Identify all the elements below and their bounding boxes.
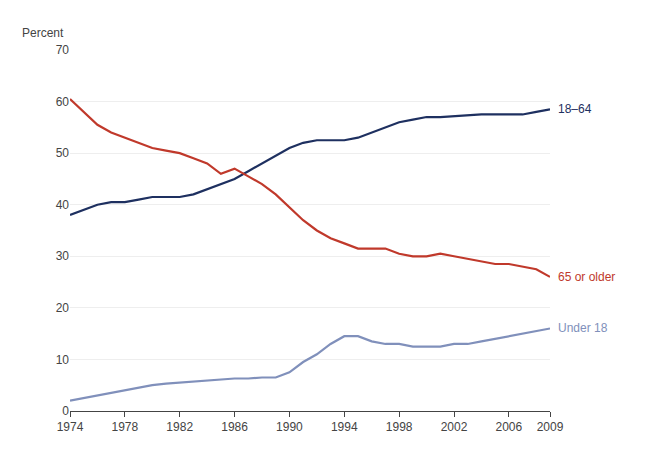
svg-text:Under 18: Under 18 <box>558 321 608 335</box>
svg-text:2009: 2009 <box>537 420 564 434</box>
svg-text:1978: 1978 <box>112 420 139 434</box>
svg-text:18–64: 18–64 <box>558 102 592 116</box>
svg-text:20: 20 <box>56 301 70 315</box>
svg-text:50: 50 <box>56 146 70 160</box>
svg-text:60: 60 <box>56 95 70 109</box>
svg-text:Percent: Percent <box>22 26 64 40</box>
svg-text:1998: 1998 <box>386 420 413 434</box>
svg-text:2006: 2006 <box>496 420 523 434</box>
svg-text:40: 40 <box>56 198 70 212</box>
svg-text:1990: 1990 <box>276 420 303 434</box>
svg-text:65 or older: 65 or older <box>558 270 615 284</box>
svg-text:30: 30 <box>56 249 70 263</box>
svg-text:1982: 1982 <box>166 420 193 434</box>
svg-text:2002: 2002 <box>441 420 468 434</box>
svg-text:1986: 1986 <box>221 420 248 434</box>
svg-text:70: 70 <box>56 43 70 57</box>
svg-text:1974: 1974 <box>57 420 84 434</box>
svg-text:10: 10 <box>56 353 70 367</box>
svg-text:0: 0 <box>62 404 69 418</box>
svg-text:1994: 1994 <box>331 420 358 434</box>
